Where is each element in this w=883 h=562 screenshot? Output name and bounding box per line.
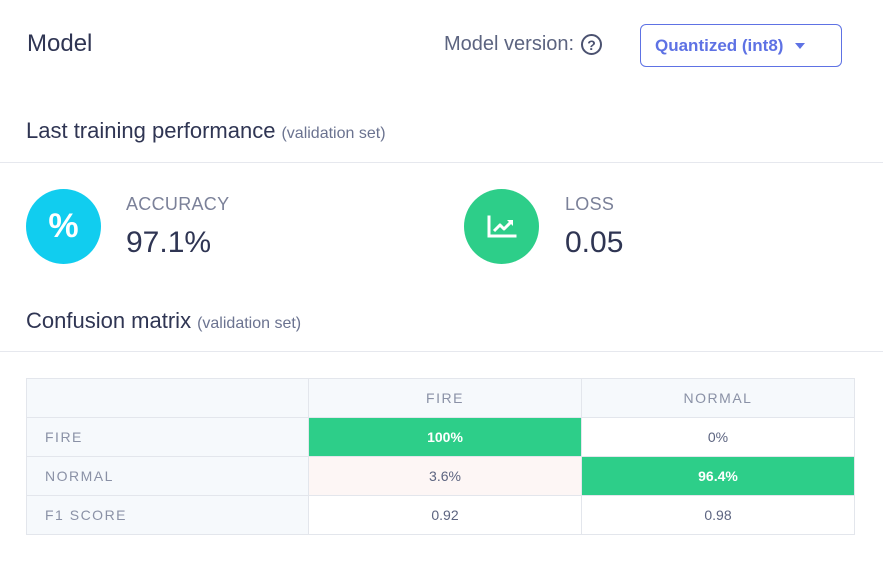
model-version-dropdown[interactable]: Quantized (int8) [640, 24, 842, 67]
model-version-label-group: Model version: ? [444, 33, 603, 56]
matrix-cell: 100% [308, 417, 582, 457]
page-title: Model [27, 30, 93, 57]
column-header-fire: FIRE [308, 378, 582, 418]
question-circle-icon[interactable]: ? [581, 34, 603, 55]
row-header-fire: FIRE [26, 417, 309, 457]
trending-chart-glyph [487, 215, 516, 237]
caret-down-icon [795, 42, 806, 49]
confusion-title: Confusion matrix [26, 308, 192, 333]
model-version-label: Model version: [444, 33, 575, 55]
row-header-normal: NORMAL [26, 456, 309, 496]
divider [0, 351, 883, 352]
percent-icon: % [26, 189, 101, 264]
table-header-row: FIRE NORMAL [26, 378, 855, 418]
matrix-cell: 3.6% [308, 456, 582, 496]
matrix-cell: 96.4% [581, 456, 855, 496]
confusion-subtitle: (validation set) [197, 315, 302, 332]
model-header: Model Model version: ? Quantized (int8) [0, 0, 883, 92]
row-header-f1-score: F1 SCORE [26, 495, 309, 535]
model-version-selected: Quantized (int8) [655, 35, 784, 55]
divider [0, 162, 883, 163]
loss-value: 0.05 [565, 226, 624, 259]
confusion-matrix-table: FIRE NORMAL FIRE 100% 0% NORMAL 3.6% 96.… [26, 378, 855, 535]
matrix-cell: 0.98 [581, 495, 855, 535]
matrix-cell: 0.92 [308, 495, 582, 535]
performance-section-title: Last training performance (validation set… [26, 118, 386, 144]
accuracy-value: 97.1% [126, 226, 212, 259]
performance-title: Last training performance [26, 118, 276, 143]
table-row: NORMAL 3.6% 96.4% [26, 456, 855, 496]
confusion-section-title: Confusion matrix (validation set) [26, 308, 301, 334]
trending-chart-icon [464, 189, 539, 264]
table-row: F1 SCORE 0.92 0.98 [26, 495, 855, 535]
accuracy-label: ACCURACY [126, 194, 230, 214]
matrix-cell: 0% [581, 417, 855, 457]
table-corner-cell [26, 378, 309, 418]
column-header-normal: NORMAL [581, 378, 855, 418]
performance-subtitle: (validation set) [281, 125, 386, 142]
loss-label: LOSS [565, 194, 615, 214]
table-row: FIRE 100% 0% [26, 417, 855, 457]
